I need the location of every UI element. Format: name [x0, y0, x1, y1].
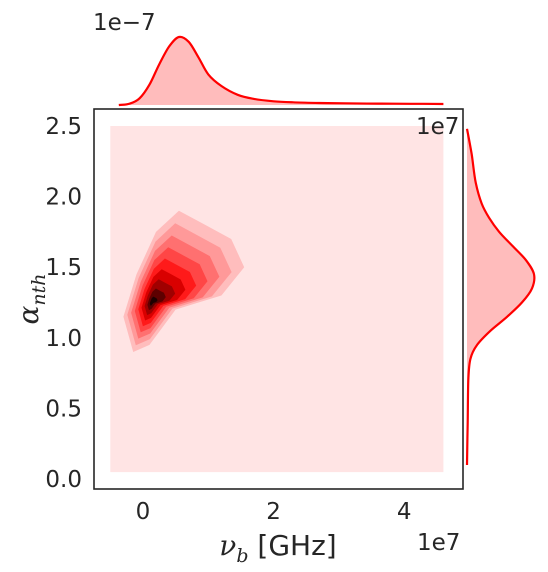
top-marginal-density-line	[118, 35, 444, 107]
y-tick-label: 2.0	[45, 185, 82, 211]
x-tick-label: 2	[266, 499, 281, 525]
x-axis-label: νb [GHz]	[219, 529, 336, 567]
y-tick-label: 1.0	[45, 326, 82, 352]
top-marginal-multiplier: 1e−7	[93, 10, 156, 36]
right-marginal	[465, 128, 536, 466]
right-marginal-density-fill	[467, 128, 535, 466]
y-multiplier: 1e7	[416, 114, 459, 140]
right-marginal-density-line	[465, 128, 536, 466]
x-tick-label: 4	[397, 499, 412, 525]
y-tick-label: 1.5	[45, 255, 82, 281]
kde-contour-levels	[123, 210, 245, 352]
x-tick-labels: 0 2 4	[136, 499, 412, 525]
y-tick-label: 0.5	[45, 397, 82, 423]
top-marginal-density-fill	[118, 36, 444, 105]
x-tick-label: 0	[136, 499, 151, 525]
y-tick-label: 0.0	[45, 467, 82, 493]
y-axis-label: αnth	[12, 273, 50, 324]
x-multiplier: 1e7	[417, 530, 460, 556]
y-tick-label: 2.5	[45, 114, 82, 140]
kde-level-9	[149, 296, 158, 306]
top-marginal: 1e−7	[93, 10, 444, 107]
y-tick-labels: 0.0 0.5 1.0 1.5 2.0 2.5	[45, 114, 82, 493]
main-axes-frame	[93, 108, 464, 490]
